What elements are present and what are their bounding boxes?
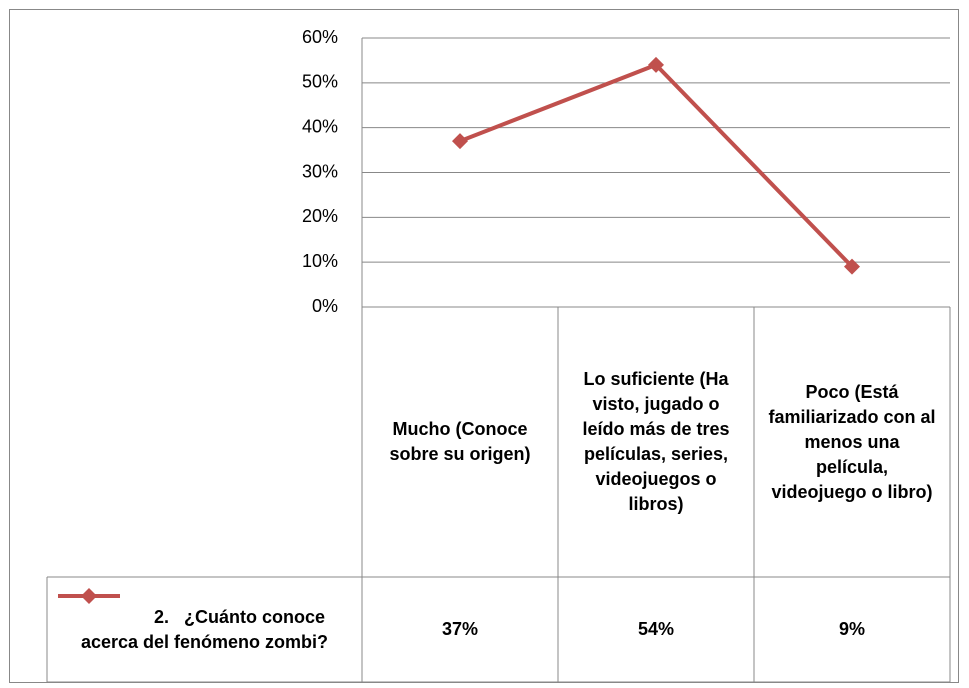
category-label: Lo suficiente (Ha visto, jugado o leído …	[582, 369, 730, 514]
category-label: Poco (Está familiarizado con al menos un…	[768, 381, 936, 502]
y-tick-label: 30%	[302, 161, 338, 181]
y-tick-label: 50%	[302, 72, 338, 92]
y-tick-label: 20%	[302, 206, 338, 226]
value-label: 37%	[441, 619, 479, 639]
y-tick-label: 10%	[302, 251, 338, 271]
data-line	[459, 62, 854, 269]
category-label: Mucho (Conoce sobre su origen)	[389, 419, 531, 464]
legend-marker	[81, 588, 97, 604]
y-tick-label: 0%	[312, 296, 338, 316]
y-tick-label: 40%	[302, 116, 338, 136]
value-label: 9%	[838, 619, 865, 639]
data-point	[648, 56, 664, 73]
data-point	[844, 258, 860, 275]
legend-label: 2. ¿Cuánto conoce acerca del fenómeno zo…	[80, 606, 331, 652]
value-label: 54%	[637, 619, 675, 639]
data-point	[452, 133, 468, 150]
y-tick-label: 60%	[302, 27, 338, 47]
